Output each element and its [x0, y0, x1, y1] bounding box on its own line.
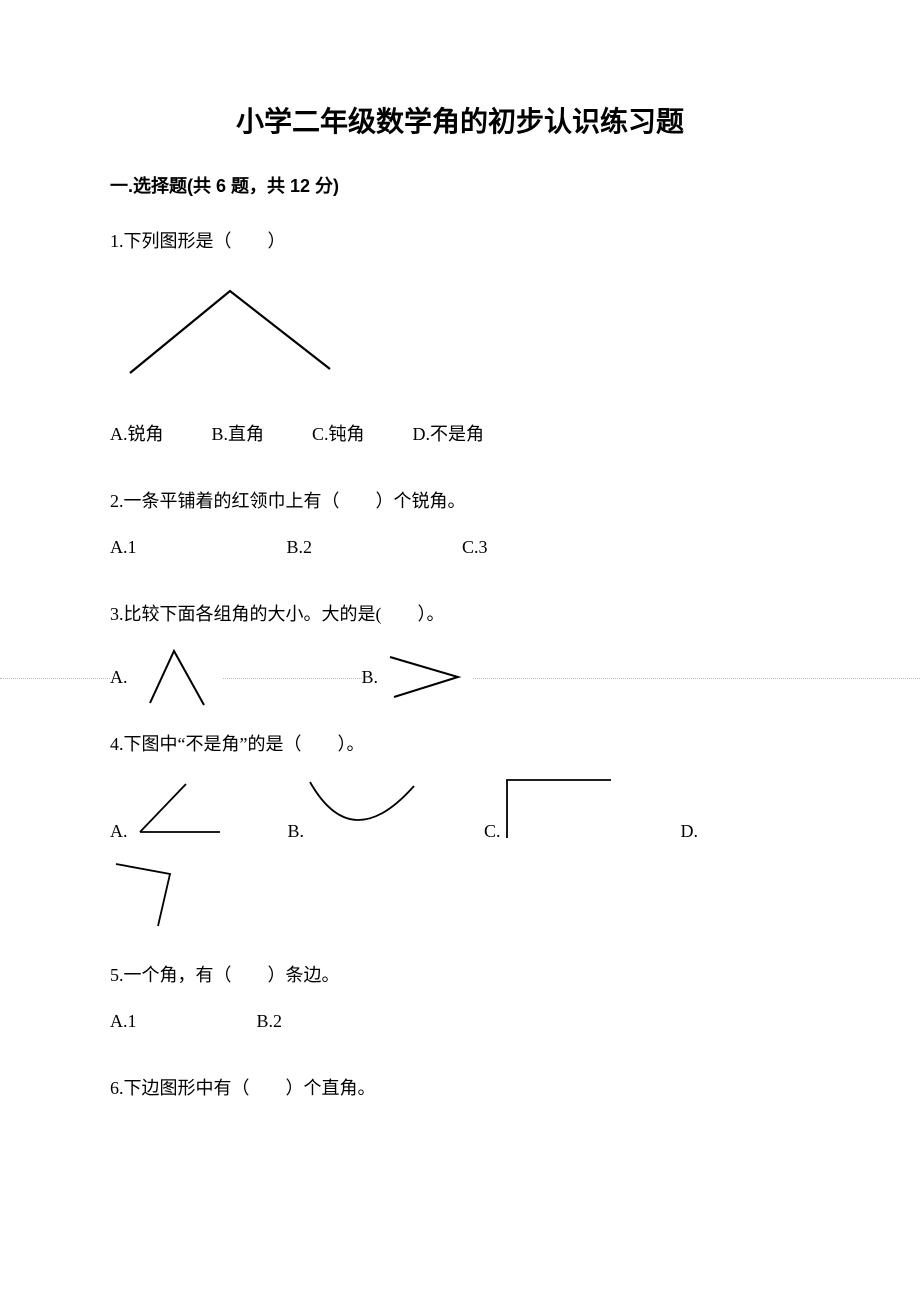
q4-figure-a: [128, 772, 228, 842]
q2-stem: 2.一条平铺着的红领巾上有（ ）个锐角。: [110, 480, 810, 523]
q1-stem: 1.下列图形是（ ）: [110, 220, 810, 263]
q2-options: A.1 B.2 C.3: [110, 529, 810, 565]
q4-figure-d: [110, 852, 190, 932]
q4-opt-d-label: D.: [681, 821, 699, 842]
q1-opt-a[interactable]: A.锐角: [110, 416, 164, 452]
q2-opt-a[interactable]: A.1: [110, 529, 137, 565]
q4-opt-b[interactable]: B.: [288, 772, 425, 842]
q4-opt-a-label: A.: [110, 821, 128, 842]
q1-opt-c[interactable]: C.钝角: [312, 416, 365, 452]
q5-options: A.1 B.2: [110, 1003, 810, 1039]
q3-opt-b-label[interactable]: B.: [362, 667, 383, 688]
q4-figure-c: [501, 772, 621, 842]
worksheet-page: 小学二年级数学角的初步认识练习题 一.选择题(共 6 题，共 12 分) 1.下…: [0, 0, 920, 1176]
q1-opt-d[interactable]: D.不是角: [413, 416, 485, 452]
q4-figure-b: [304, 772, 424, 842]
q3-stem: 3.比较下面各组角的大小。大的是( ）。: [110, 593, 810, 636]
q3-options: A. B.: [110, 643, 810, 713]
q6-stem: 6.下边图形中有（ ）个直角。: [110, 1067, 810, 1110]
q4-opt-c-label: C.: [484, 821, 501, 842]
q3-figure-a: [132, 643, 222, 713]
q4-opt-c[interactable]: C.: [484, 772, 621, 842]
q2-opt-b[interactable]: B.2: [287, 529, 313, 565]
q4-opt-d[interactable]: D.: [681, 821, 699, 842]
q4-stem: 4.下图中“不是角”的是（ ）。: [110, 723, 810, 766]
q4-options: A. B. C. D.: [110, 772, 810, 942]
q2-opt-c[interactable]: C.3: [462, 529, 488, 565]
q1-opt-b[interactable]: B.直角: [212, 416, 265, 452]
q5-opt-a[interactable]: A.1: [110, 1003, 137, 1039]
q1-angle-svg: [110, 273, 350, 393]
q3-opt-a-label[interactable]: A.: [110, 667, 132, 688]
section-1-heading: 一.选择题(共 6 题，共 12 分): [110, 172, 810, 198]
q3-figure-b: [382, 643, 472, 713]
q5-opt-b[interactable]: B.2: [257, 1003, 283, 1039]
page-title: 小学二年级数学角的初步认识练习题: [110, 100, 810, 140]
q4-opt-a[interactable]: A.: [110, 772, 228, 842]
q5-stem: 5.一个角，有（ ）条边。: [110, 954, 810, 997]
q1-options: A.锐角 B.直角 C.钝角 D.不是角: [110, 416, 810, 452]
q4-opt-b-label: B.: [288, 821, 305, 842]
q1-figure: [110, 273, 810, 398]
q4-figure-d-wrap: [110, 852, 190, 932]
